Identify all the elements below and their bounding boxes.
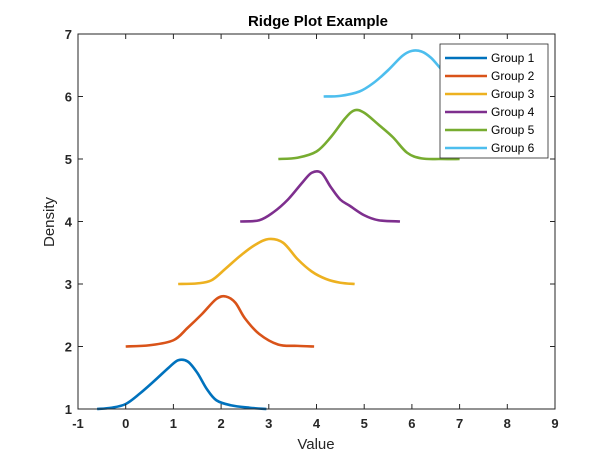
y-axis-label: Density (41, 196, 58, 247)
x-tick-label: 4 (313, 416, 321, 431)
legend-label-4: Group 4 (491, 105, 535, 119)
x-tick-label: 6 (408, 416, 415, 431)
x-tick-label: 0 (122, 416, 129, 431)
y-tick-label: 6 (65, 90, 72, 105)
legend: Group 1 Group 2 Group 3 Group 4 Group 5 Group… (439, 43, 549, 159)
x-axis-label: Value (297, 436, 334, 453)
y-tick-label: 1 (65, 402, 72, 417)
series-line-5 (278, 108, 460, 161)
y-tick-label: 3 (65, 277, 72, 292)
x-tick-label: 9 (551, 416, 558, 431)
y-tick-label: 4 (65, 215, 73, 230)
x-tick-label: 3 (265, 416, 272, 431)
x-tick-label: 5 (361, 416, 368, 431)
y-axis-ticks: 1 2 3 4 5 6 7 (65, 27, 555, 417)
series-line-2 (125, 294, 315, 348)
series-line-4 (240, 169, 401, 223)
y-tick-label: 2 (65, 340, 72, 355)
x-tick-label: 7 (456, 416, 463, 431)
x-tick-label: 2 (217, 416, 224, 431)
plot-lines (96, 49, 460, 411)
legend-label-1: Group 1 (491, 51, 535, 65)
y-tick-label: 7 (65, 27, 72, 42)
series-line-3 (178, 237, 355, 286)
x-tick-label: 1 (170, 416, 177, 431)
legend-label-6: Group 6 (491, 141, 535, 155)
series-line-6 (323, 49, 451, 98)
legend-label-3: Group 3 (491, 87, 535, 101)
y-tick-label: 5 (65, 152, 72, 167)
series-line-1 (96, 358, 267, 411)
chart-title: Ridge Plot Example (248, 13, 388, 30)
x-tick-label: -1 (72, 416, 84, 431)
x-tick-label: 8 (504, 416, 511, 431)
x-axis-ticks: -1 0 1 2 3 4 5 6 7 8 9 (72, 34, 559, 431)
legend-box (439, 43, 549, 159)
legend-label-2: Group 2 (491, 69, 535, 83)
legend-label-5: Group 5 (491, 123, 535, 137)
